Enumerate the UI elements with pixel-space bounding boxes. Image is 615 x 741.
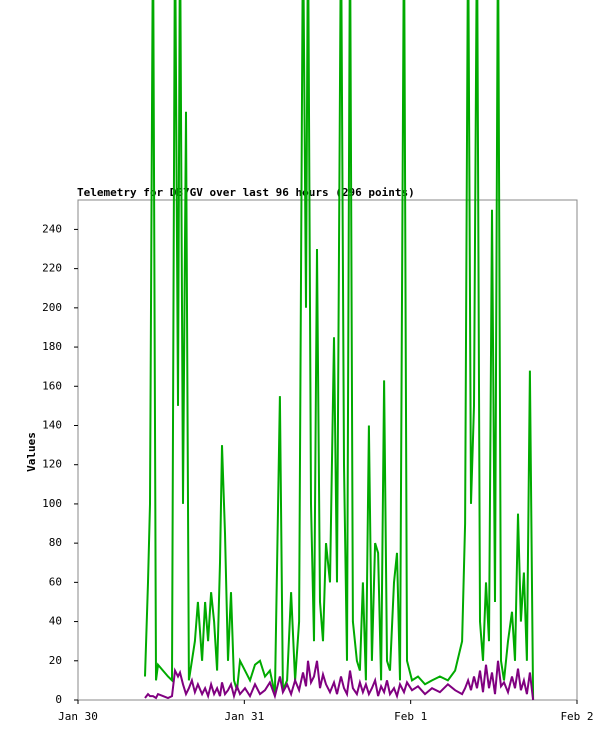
y-tick-label: 0 — [55, 693, 62, 706]
series-line — [144, 0, 535, 701]
y-tick-label: 220 — [42, 262, 62, 275]
series-line — [144, 660, 535, 701]
y-tick-label: 80 — [49, 536, 62, 549]
x-tick-label: Jan 31 — [224, 710, 264, 723]
chart-title: Telemetry for DB7GV over last 96 hours (… — [77, 186, 415, 199]
x-tick-label: Feb 1 — [394, 710, 427, 723]
y-tick-label: 120 — [42, 458, 62, 471]
y-tick-label: 240 — [42, 222, 62, 235]
y-tick-label: 160 — [42, 379, 62, 392]
y-tick-label: 20 — [49, 654, 62, 667]
y-axis-label: Values — [25, 432, 38, 472]
x-tick-label: Jan 30 — [58, 710, 98, 723]
y-tick-label: 140 — [42, 418, 62, 431]
y-tick-label: 180 — [42, 340, 62, 353]
y-tick-label: 100 — [42, 497, 62, 510]
plot-frame — [77, 199, 578, 701]
y-tick-label: 200 — [42, 301, 62, 314]
x-tick-label: Feb 2 — [560, 710, 593, 723]
y-tick-label: 40 — [49, 615, 62, 628]
y-tick-label: 60 — [49, 575, 62, 588]
